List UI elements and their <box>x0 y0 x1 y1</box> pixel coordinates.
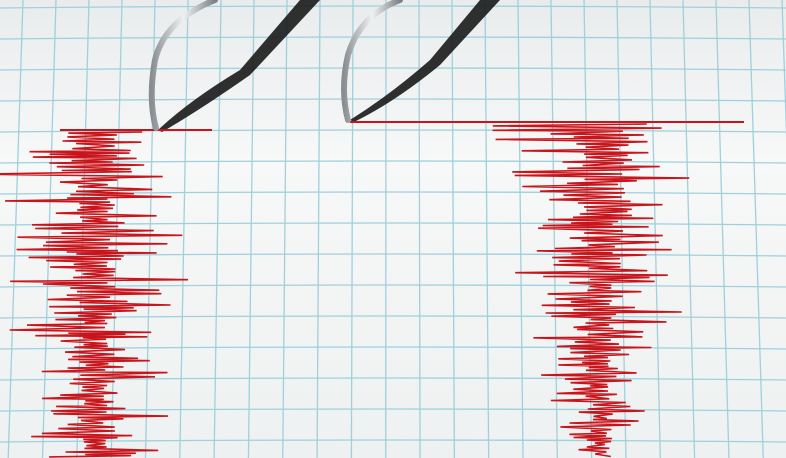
seismograph-traces <box>0 121 744 458</box>
seismic-trace-right <box>492 123 690 458</box>
grid-vertical-line <box>451 0 456 458</box>
grid-horizontal-line <box>0 222 786 226</box>
grid-vertical-line <box>179 0 189 458</box>
grid-horizontal-line <box>0 408 786 412</box>
grid-vertical-line <box>649 0 661 458</box>
grid-vertical-line <box>682 0 696 458</box>
needle-shadow-left <box>158 0 320 132</box>
grid-vertical-line <box>7 0 24 458</box>
grid-horizontal-line <box>0 439 786 443</box>
grid-vertical-line <box>748 0 764 458</box>
grid-vertical-line <box>213 0 222 458</box>
grid-vertical-line <box>350 0 354 458</box>
grid-vertical-line <box>418 0 421 458</box>
grid-horizontal-line <box>0 129 786 133</box>
grid-horizontal-line <box>0 346 786 350</box>
grid-horizontal-line <box>0 67 786 71</box>
grid-vertical-line <box>517 0 524 458</box>
needle-right <box>341 0 403 123</box>
grid-vertical-line <box>110 0 123 458</box>
grid-vertical-line <box>316 0 321 458</box>
grid-vertical-line <box>616 0 627 458</box>
needle-shadow-right <box>350 0 500 122</box>
grid-vertical-line <box>715 0 730 458</box>
grid-vertical-line <box>484 0 490 458</box>
grid-vertical-line <box>781 0 786 137</box>
grid-horizontal-line <box>0 377 786 381</box>
seismic-trace-left <box>0 131 189 458</box>
grid-horizontal-line <box>0 36 786 40</box>
grid-vertical-line <box>282 0 288 458</box>
needle-left <box>148 0 218 131</box>
grid-horizontal-line <box>0 160 786 164</box>
